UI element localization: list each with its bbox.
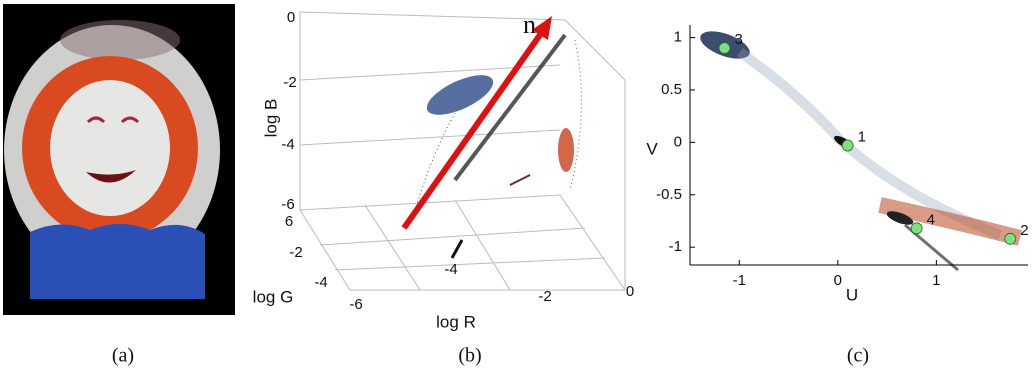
point-label: 4 [927,211,935,228]
caption: (b) [458,345,481,367]
axis-label: log B [261,99,280,138]
axis-label: log G [253,287,294,306]
x-tick-label: -1 [733,272,746,289]
y-tick-label: 0 [674,133,682,150]
tick-label: -6 [281,196,294,213]
point-label: 3 [734,31,742,48]
x-tick-label: 1 [932,272,940,289]
x-tick-label: 0 [834,272,842,289]
tick-label: -4 [281,136,294,153]
tick-labels-3d: 0-2-4-66-2-4-6-4-2 0 [281,9,634,313]
point-label: 1 [858,128,866,145]
tick-label: 0 [626,283,634,300]
point [718,42,731,54]
tick-label: -4 [314,274,327,291]
tick-label: -4 [444,261,457,278]
tick-label: -2 [289,244,302,261]
tick-label: -2 [283,74,296,91]
caption: (a) [112,345,134,367]
point-label: 2 [1020,222,1028,239]
point [841,139,854,152]
tick-label: -6 [349,296,362,313]
tick-label: -2 [538,288,551,305]
axis-label: U [846,285,858,304]
y-tick-label: 0.5 [661,81,682,98]
arrow-label: n [523,10,536,39]
photo [3,4,235,315]
tick-label: 6 [285,213,293,230]
tick-label: 0 [287,9,295,26]
caption: (c) [847,345,869,367]
plot-2d: V U 1 0.5 0 -0.5 -1 -1 0 1 3 1 4 2 [646,25,1029,304]
y-tick-label: -0.5 [656,186,682,203]
point [1004,232,1017,245]
y-tick-label: 1 [674,29,682,46]
axis-label: V [646,139,658,158]
arrow-n [401,16,552,230]
plot-3d [299,11,626,291]
y-tick-label: -1 [669,238,682,255]
axis-label: log R [436,312,476,331]
point-clouds-3d [414,33,582,259]
point [910,222,923,235]
